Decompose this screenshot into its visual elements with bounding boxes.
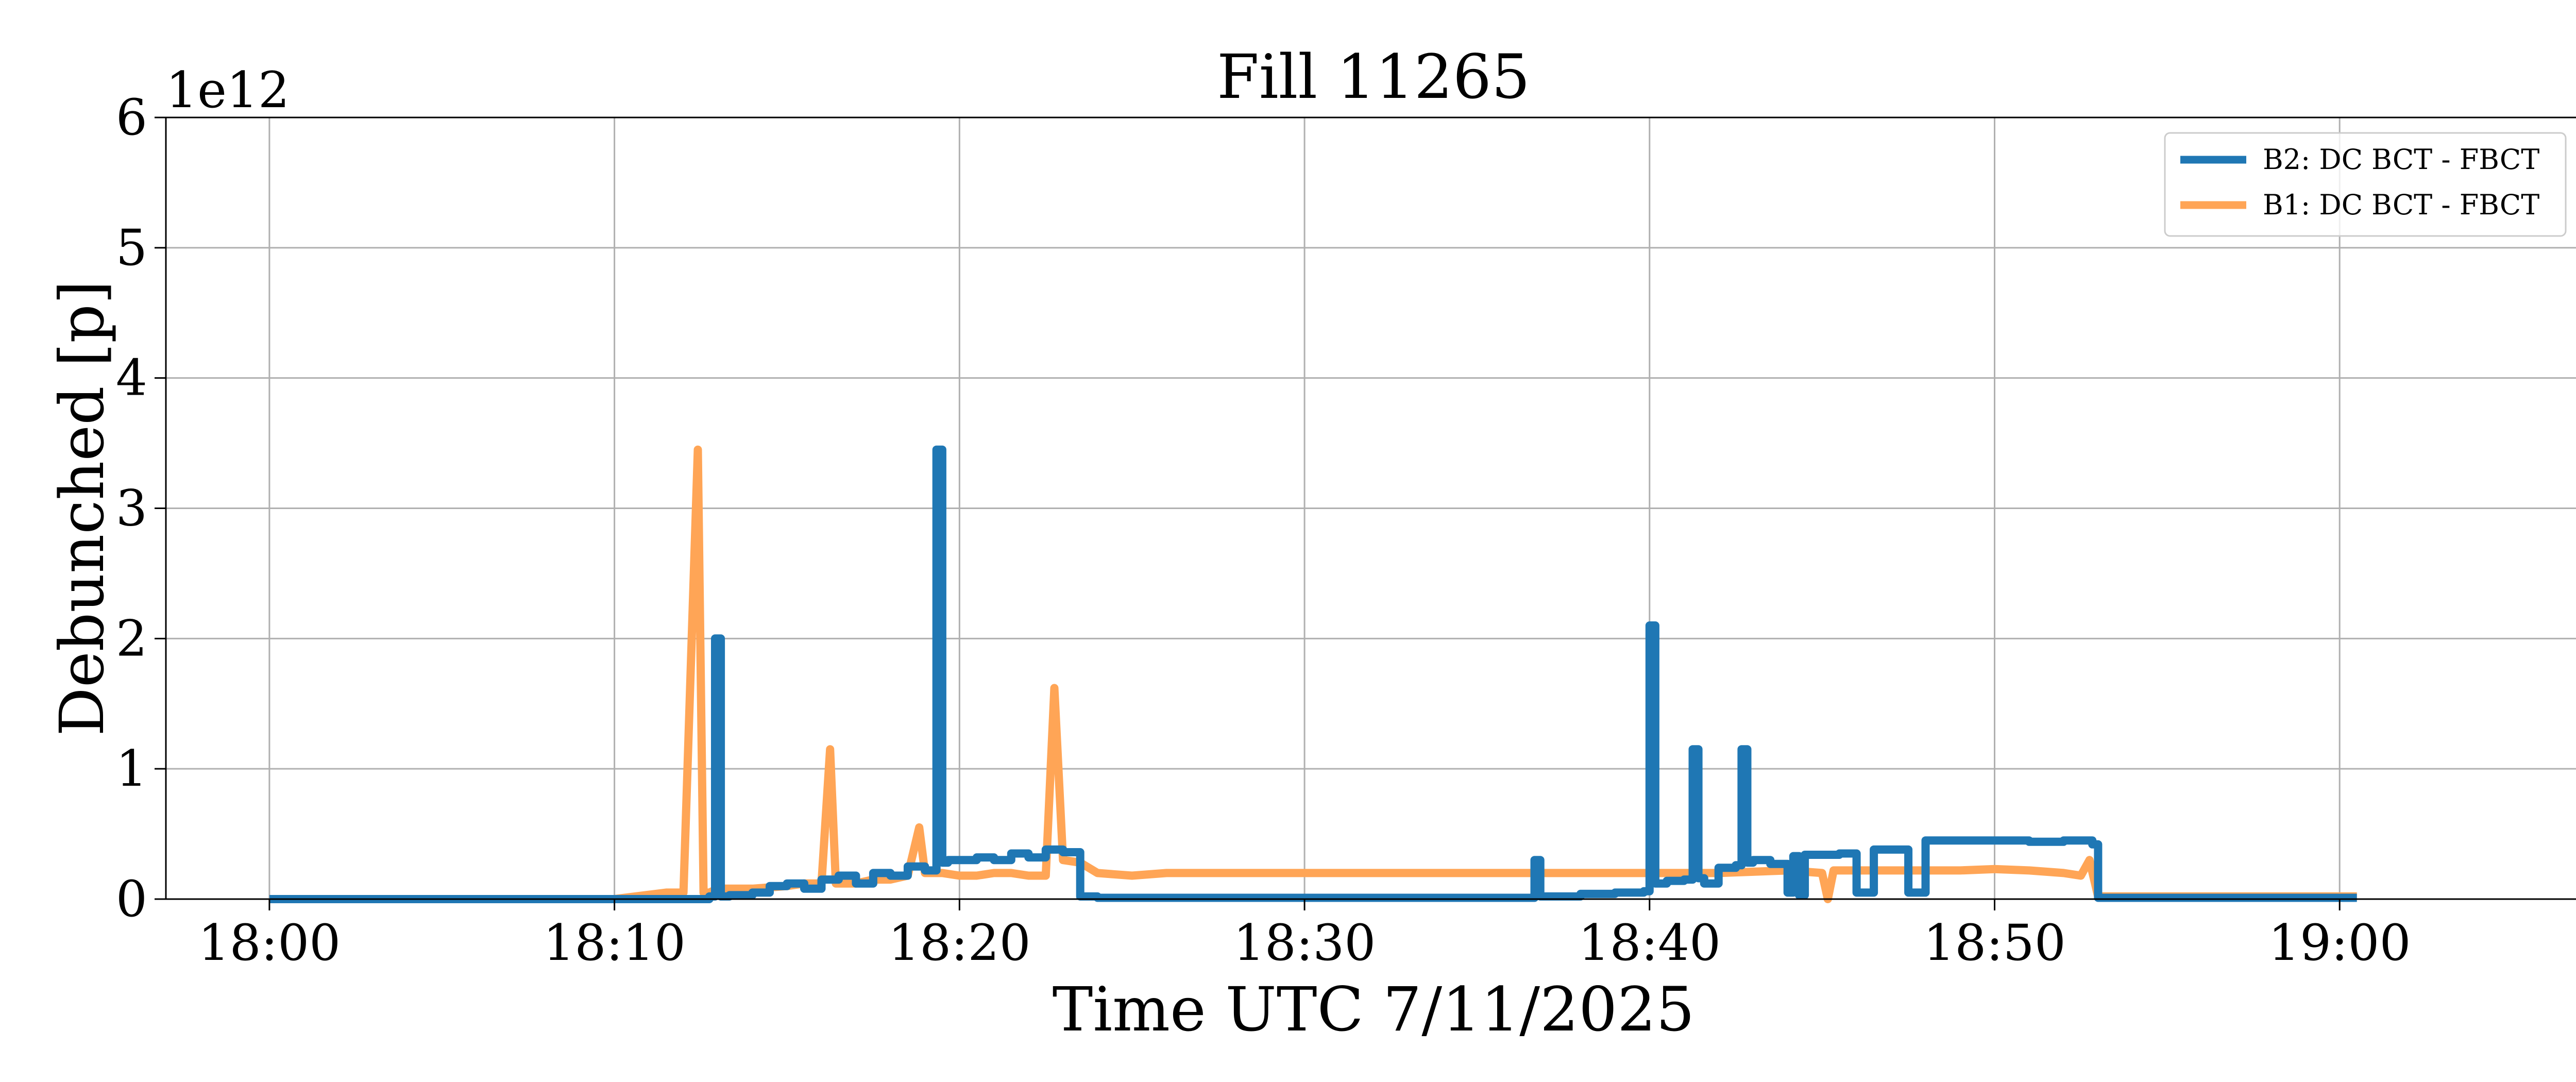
chart-title: Fill 11265	[1217, 41, 1530, 112]
x-tick-label: 18:30	[1233, 914, 1376, 972]
x-tick-label: 18:00	[198, 914, 341, 972]
y-tick-label: 6	[116, 89, 147, 146]
legend-entry-b2: B2: DC BCT - FBCT	[2263, 143, 2539, 176]
y-tick-label: 4	[116, 349, 147, 407]
legend-box	[2164, 132, 2567, 237]
y-tick-label: 3	[116, 480, 147, 537]
y-tick-label: 5	[116, 219, 147, 277]
axis-ticks: 18:00 18:10 18:20 18:30 18:40 18:50 19:00 0 1 2 3 4…	[116, 89, 2411, 972]
x-axis-label: Time UTC 7/11/2025	[1053, 974, 1695, 1045]
y-tick-label: 1	[116, 740, 147, 798]
y-axis-offset-text: 1e12	[166, 61, 290, 119]
x-tick-label: 18:50	[1923, 914, 2066, 972]
x-tick-label: 19:00	[2268, 914, 2411, 972]
y-tick-label: 2	[116, 610, 147, 667]
legend-entry-b1: B1: DC BCT - FBCT	[2263, 189, 2539, 221]
x-tick-label: 18:20	[888, 914, 1031, 972]
y-tick-label: 0	[116, 870, 147, 928]
y-axis-label: Debunched [p]	[46, 280, 117, 736]
series-lines	[269, 445, 2357, 903]
x-tick-label: 18:40	[1578, 914, 1721, 972]
series-line-b2	[269, 445, 2357, 903]
x-tick-label: 18:10	[543, 914, 686, 972]
legend: B2: DC BCT - FBCT B1: DC BCT - FBCT	[2164, 132, 2567, 237]
